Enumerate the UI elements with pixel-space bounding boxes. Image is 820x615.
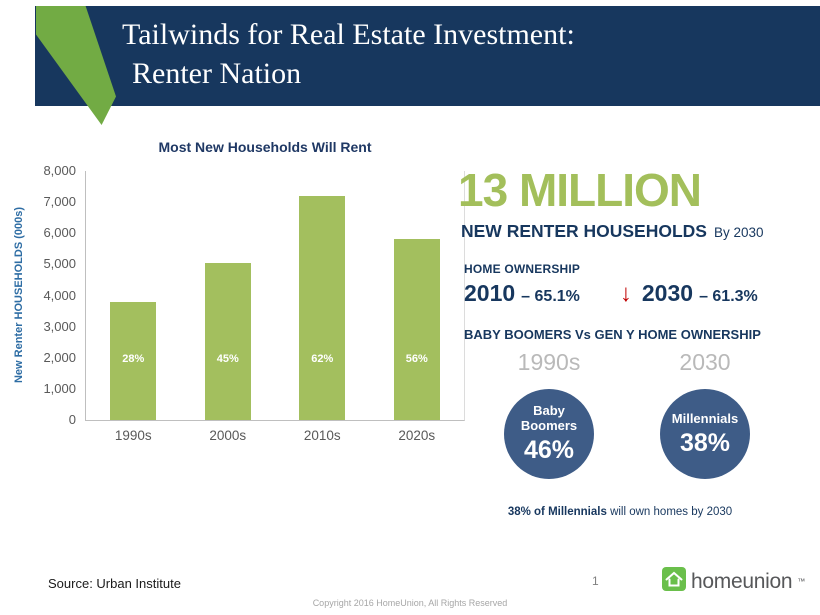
source-attribution: Source: Urban Institute (48, 576, 181, 591)
by-2030-label: By 2030 (713, 225, 764, 240)
homeunion-logo: homeunion ™ (662, 567, 805, 596)
bar-2020s: 56% (393, 239, 440, 420)
footnote-rest-part: will own homes by 2030 (606, 506, 733, 518)
y-axis-tick-label: 8,000 (43, 163, 76, 178)
trademark-symbol: ™ (797, 577, 806, 586)
baby-boomers-label-line1: Baby (533, 403, 565, 418)
x-axis-tick-label: 1990s (114, 428, 152, 443)
homeunion-house-icon (662, 567, 686, 596)
page-number: 1 (592, 574, 599, 588)
big-number-13-million: 13 MILLION (458, 164, 702, 216)
bar-2000s: 45% (204, 262, 251, 420)
footnote-bold-part: 38% of Millennials (507, 506, 607, 518)
home-ownership-heading: HOME OWNERSHIP (464, 262, 581, 276)
baby-boomers-label-line2: Boomers (520, 418, 578, 433)
ownership-2030-year: 2030 (641, 280, 694, 306)
bar-chart-plot-area: 0 1,000 2,000 3,000 4,000 5,000 6,000 7,000 8,00… (43, 163, 465, 443)
ownership-2010-value: – 65.1% (521, 288, 580, 305)
millennials-circle: Millennials 38% (660, 389, 750, 479)
y-axis-tick-label: 7,000 (43, 194, 76, 210)
ownership-2010-year: 2010 (464, 280, 516, 306)
y-axis-tick-label: 2,000 (43, 349, 76, 365)
ownership-2030-value: – 61.3% (699, 288, 758, 305)
chart-title: Most New Households Will Rent (158, 139, 372, 155)
renter-households-subtitle: NEW RENTER HOUSEHOLDS By 2030 (461, 221, 764, 242)
page-title-line2: Renter Nation (132, 57, 302, 90)
bar-2010s: 62% (299, 195, 346, 420)
bar-percentage-label: 45% (216, 353, 239, 365)
bar-percentage-label: 62% (311, 353, 334, 365)
bar-percentage-label: 28% (122, 353, 145, 365)
homeunion-logo-text: homeunion (691, 569, 793, 593)
period-label-1990s: 1990s (517, 349, 581, 375)
millennials-footnote: 38% of Millennials will own homes by 203… (455, 506, 785, 518)
header-band: Tailwinds for Real Estate Investment: Re… (35, 6, 820, 106)
copyright-line: Copyright 2016 HomeUnion, All Rights Res… (312, 598, 508, 608)
y-axis-tick-label: 4,000 (43, 287, 76, 303)
bar-1990s: 28% (110, 301, 157, 420)
home-ownership-row: 2010 – 65.1% ↓ 2030 – 61.3% (464, 280, 758, 308)
x-axis-tick-label: 2000s (209, 428, 247, 443)
y-axis-tick-label: 3,000 (43, 318, 76, 334)
y-axis-tick-label: 0 (68, 412, 76, 427)
baby-boomers-value: 46% (523, 436, 575, 464)
y-axis-tick-label: 1,000 (43, 380, 76, 396)
period-label-2030: 2030 (679, 349, 731, 375)
bar-percentage-label: 56% (405, 353, 428, 365)
millennials-label: Millennials (671, 410, 739, 426)
boomers-vs-geny-heading: BABY BOOMERS Vs GEN Y HOME OWNERSHIP (464, 327, 761, 342)
baby-boomers-circle: Baby Boomers 46% (504, 389, 594, 479)
millennials-value: 38% (679, 428, 731, 457)
page-title: Tailwinds for Real Estate Investment: Re… (122, 15, 575, 93)
page-title-line1: Tailwinds for Real Estate Investment: (122, 18, 575, 51)
y-axis-tick-label: 6,000 (43, 225, 76, 241)
renter-households-label: NEW RENTER HOUSEHOLDS (461, 221, 707, 241)
x-axis-tick-label: 2020s (398, 428, 436, 443)
x-axis-tick-label: 2010s (303, 428, 341, 443)
down-arrow-icon: ↓ (619, 280, 632, 307)
y-axis-tick-label: 5,000 (43, 256, 76, 272)
